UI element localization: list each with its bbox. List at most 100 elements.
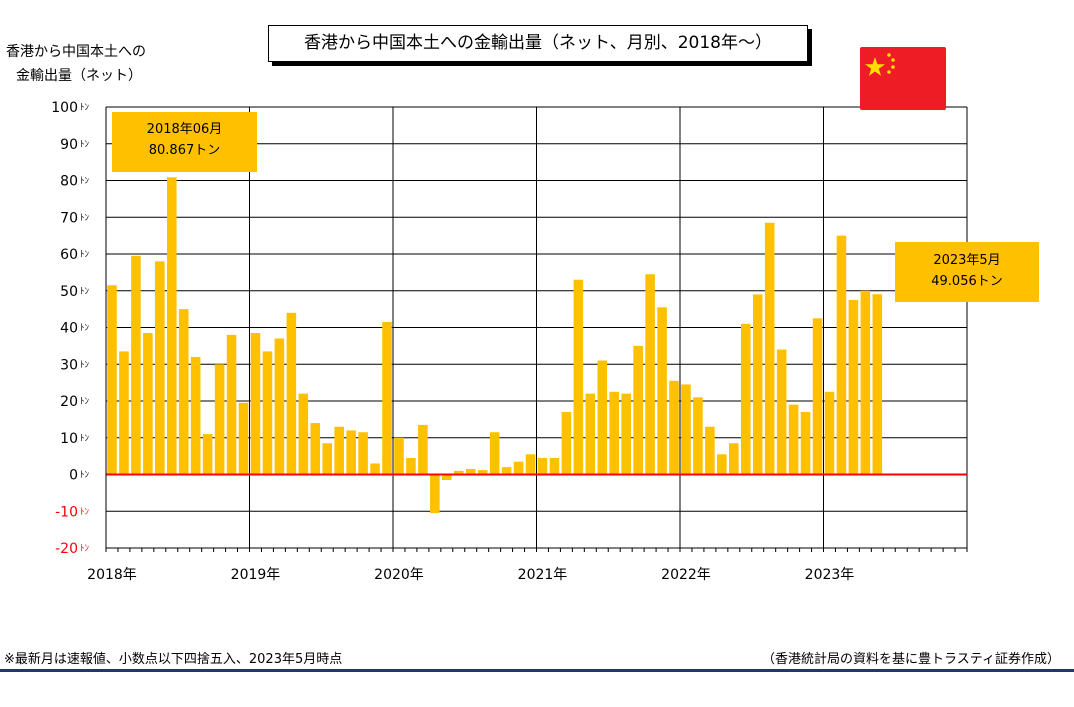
y-axis-label: 香港から中国本土への 金輸出量（ネット） [6, 40, 146, 88]
y-tick-label: 60 [60, 247, 78, 263]
x-tick-label: 2022年 [661, 567, 711, 583]
bar [334, 426, 344, 475]
bar [143, 333, 153, 475]
bar [740, 323, 751, 475]
bar [609, 391, 620, 475]
y-tick-label: 70 [60, 210, 78, 226]
bar [705, 426, 715, 475]
bar [752, 294, 763, 475]
bar [693, 397, 703, 475]
x-tick-labels: 2018年 2019年 2020年 2021年 2022年 2023年 [87, 567, 854, 583]
bar [621, 393, 631, 475]
latest-callout-value: 49.056トン [931, 274, 1003, 289]
bar [190, 356, 201, 475]
bar [274, 338, 285, 475]
y-tick-label: 10 [60, 431, 78, 447]
bar [812, 318, 823, 475]
chart-bars [107, 177, 883, 514]
bottom-divider [0, 669, 1074, 672]
bar [681, 384, 691, 475]
y-axis-label-line2: 金輸出量（ネット） [16, 68, 142, 84]
y-tick-unit: ﾄﾝ [80, 471, 90, 481]
bar [585, 393, 596, 475]
y-tick-label: -10 [55, 504, 78, 520]
peak-callout: 2018年06月 80.867トン [112, 112, 257, 172]
bar [860, 290, 871, 475]
y-tick-unit: ﾄﾝ [80, 213, 90, 223]
bar [824, 391, 835, 475]
bar [346, 430, 356, 475]
china-flag-icon [860, 47, 946, 110]
bar [226, 334, 237, 475]
bar [310, 423, 321, 475]
bar [453, 470, 464, 475]
chart-title: 香港から中国本土への金輸出量（ネット、月別、2018年～） [268, 25, 808, 62]
bar [633, 345, 643, 475]
bar [166, 177, 177, 475]
latest-callout: 2023年5月 49.056トン [895, 242, 1039, 302]
bar [477, 470, 488, 475]
bar [262, 351, 273, 475]
x-tick-label: 2018年 [87, 567, 137, 583]
chart-axes [105, 107, 968, 552]
bar [238, 402, 249, 475]
y-tick-unit: ﾄﾝ [80, 324, 90, 334]
y-tick-unit: ﾄﾝ [80, 140, 90, 150]
bar [549, 457, 560, 475]
bar [525, 454, 536, 475]
bar [836, 235, 847, 475]
x-tick-label: 2020年 [374, 567, 424, 583]
bar [394, 437, 404, 475]
bar [776, 349, 787, 475]
y-axis-label-line1: 香港から中国本土への [6, 44, 146, 60]
y-tick-unit: ﾄﾝ [80, 434, 90, 444]
bar [382, 321, 392, 475]
y-tick-unit: ﾄﾝ [80, 103, 90, 113]
y-tick-unit: ﾄﾝ [80, 287, 90, 297]
y-tick-unit: ﾄﾝ [80, 250, 90, 260]
bar [119, 351, 129, 475]
latest-callout-date: 2023年5月 [933, 253, 1001, 268]
y-tick-unit: ﾄﾝ [80, 507, 90, 517]
y-tick-label: 80 [60, 174, 78, 190]
bar [764, 222, 775, 475]
peak-callout-value: 80.867トン [148, 143, 221, 158]
bar [848, 299, 859, 475]
bar [178, 309, 189, 475]
x-tick-label: 2023年 [805, 567, 855, 583]
bar [800, 412, 811, 475]
y-tick-unit: ﾄﾝ [80, 360, 90, 370]
bar [202, 434, 213, 475]
y-tick-unit: ﾄﾝ [80, 544, 90, 554]
y-tick-unit: ﾄﾝ [80, 177, 90, 187]
bar [657, 307, 667, 475]
footnote: ※最新月は速報値、小数点以下四捨五入、2023年5月時点 [4, 652, 343, 667]
y-tick-label: -20 [55, 541, 78, 557]
bar [442, 474, 452, 481]
y-tick-label: 0 [69, 468, 78, 484]
bar [489, 432, 500, 475]
y-tick-label: 100 [51, 100, 78, 116]
bar [729, 443, 739, 475]
bar [418, 424, 428, 475]
y-tick-label: 90 [60, 137, 78, 153]
bar [669, 380, 679, 475]
source-note: （香港統計局の資料を基に豊トラスティ証券作成） [762, 652, 1060, 667]
bar [597, 360, 608, 475]
bar [322, 443, 333, 475]
bar [155, 261, 165, 475]
y-tick-label: 50 [60, 284, 78, 300]
bar [501, 467, 512, 475]
bar [513, 461, 524, 475]
bar [561, 412, 572, 475]
bar [573, 279, 584, 475]
bar [358, 432, 368, 475]
x-tick-label: 2021年 [518, 567, 568, 583]
y-tick-unit: ﾄﾝ [80, 397, 90, 407]
bar [872, 294, 883, 475]
bar [250, 333, 261, 475]
bar [717, 454, 727, 475]
bar [214, 364, 225, 475]
